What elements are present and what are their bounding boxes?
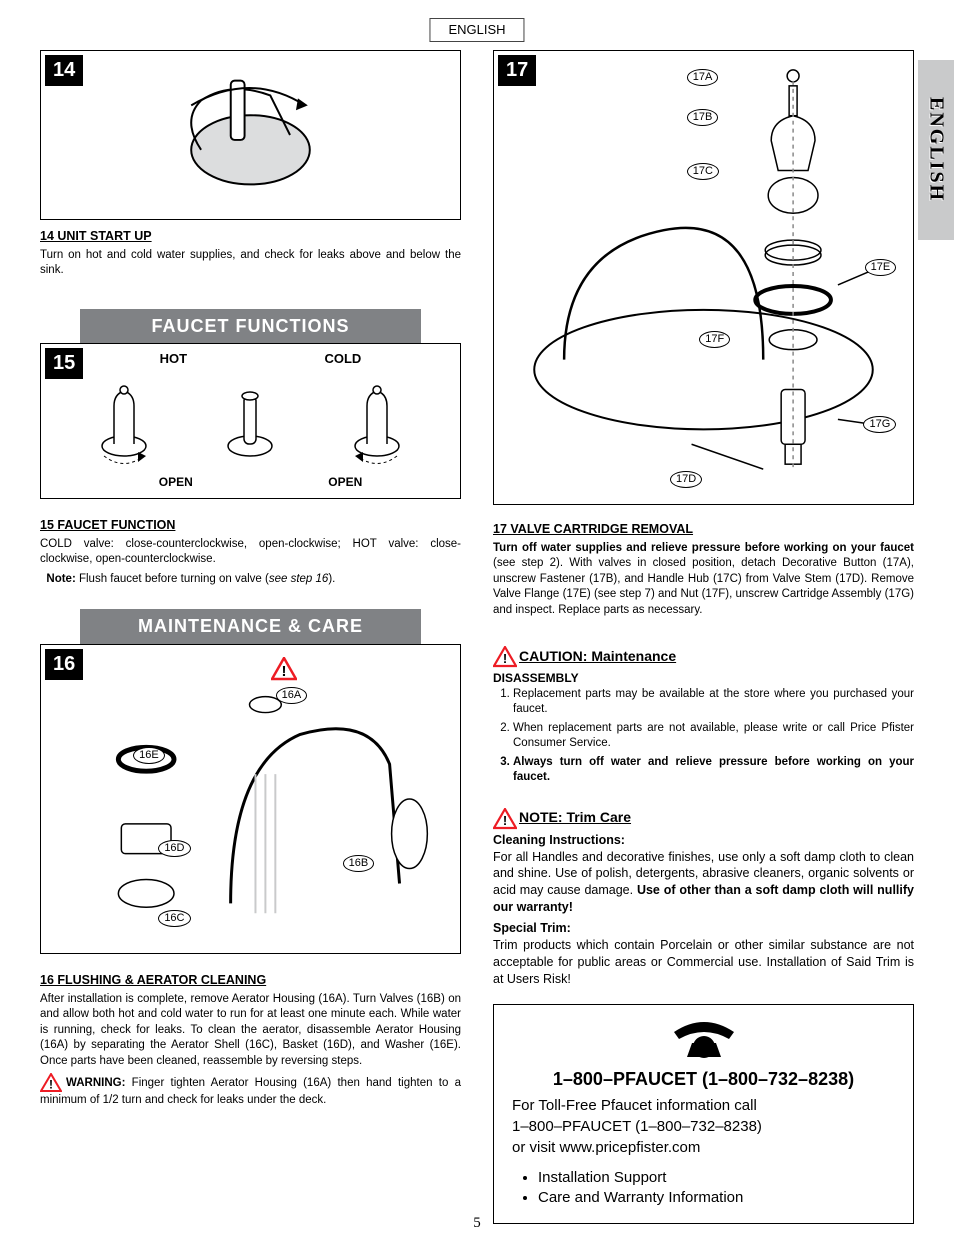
language-tab-side: ENGLISH — [918, 60, 954, 240]
step15-title: 15 FAUCET FUNCTION — [40, 517, 461, 534]
note-label: Note: — [46, 573, 75, 585]
step15-note: Note: Flush faucet before turning on val… — [40, 572, 461, 588]
callout-16B: 16B — [343, 855, 375, 872]
contact-bullet-2: Care and Warranty Information — [538, 1188, 895, 1208]
right-column: 17 — [493, 50, 914, 1224]
diagram-14-svg — [41, 51, 460, 219]
cold-handle-icon — [347, 376, 407, 466]
step-badge-14: 14 — [45, 55, 83, 86]
cleaning-heading: Cleaning Instructions: — [493, 832, 914, 849]
diagram-17: 17 — [493, 50, 914, 505]
callout-16A: 16A — [276, 687, 308, 704]
disassembly-item-1: Replacement parts may be available at th… — [513, 687, 914, 718]
callout-17B: 17B — [687, 109, 719, 126]
step-badge-15: 15 — [45, 348, 83, 379]
step-badge-17: 17 — [498, 55, 536, 86]
note-text-a: Flush faucet before turning on valve ( — [76, 573, 269, 585]
step17-title: 17 VALVE CARTRIDGE REMOVAL — [493, 521, 914, 538]
language-tab-side-label: ENGLISH — [923, 97, 950, 202]
contact-list: Installation Support Care and Warranty I… — [538, 1168, 895, 1209]
caution-heading: CAUTION: Maintenance — [519, 647, 676, 666]
diagram-16-svg — [41, 645, 460, 953]
label-open-right: OPEN — [328, 474, 362, 490]
phone-icon — [512, 1017, 895, 1063]
step17-bold: Turn off water supplies and relieve pres… — [493, 542, 914, 554]
trim-heading: NOTE: Trim Care — [519, 808, 631, 827]
caution-icon: ! — [493, 646, 515, 666]
callout-16C: 16C — [158, 910, 190, 927]
contact-body: For Toll-Free Pfaucet information call 1… — [512, 1095, 895, 1158]
step16-title: 16 FLUSHING & AERATOR CLEANING — [40, 972, 461, 989]
label-open-left: OPEN — [159, 474, 193, 490]
callout-17G: 17G — [863, 416, 896, 433]
step16-text: After installation is complete, remove A… — [40, 992, 461, 1070]
label-cold: COLD — [324, 350, 361, 368]
callout-17C: 17C — [687, 163, 719, 180]
center-spout-icon — [220, 376, 280, 466]
faucet-handles-row — [41, 368, 460, 474]
callout-17A: 17A — [687, 69, 719, 86]
contact-box: 1–800–PFAUCET (1–800–732–8238) For Toll-… — [493, 1004, 914, 1224]
diagram-16: 16 ! 16A 16B 16C 16D 16E — [40, 644, 461, 954]
note-ref: see step 16 — [269, 573, 328, 585]
warning-icon: ! — [40, 1073, 62, 1093]
phone-title: 1–800–PFAUCET (1–800–732–8238) — [512, 1067, 895, 1091]
page-number: 5 — [473, 1213, 481, 1233]
disassembly-list: Replacement parts may be available at th… — [513, 687, 914, 786]
svg-text:!: ! — [503, 813, 507, 828]
disassembly-item-2: When replacement parts are not available… — [513, 721, 914, 752]
step17-rest: (see step 2). With valves in closed posi… — [493, 557, 914, 616]
svg-text:!: ! — [49, 1078, 53, 1092]
step17-text: Turn off water supplies and relieve pres… — [493, 541, 914, 619]
callout-17E: 17E — [865, 259, 897, 276]
callout-16E: 16E — [133, 747, 165, 764]
trim-block: ! NOTE: Trim Care Cleaning Instructions:… — [493, 808, 914, 988]
contact-line3: or visit www.pricepfister.com — [512, 1137, 895, 1158]
hot-handle-icon — [94, 376, 154, 466]
svg-text:!: ! — [282, 663, 287, 680]
diagram-14: 14 — [40, 50, 461, 220]
step14-text: Turn on hot and cold water supplies, and… — [40, 248, 461, 279]
contact-line1: For Toll-Free Pfaucet information call — [512, 1095, 895, 1116]
label-hot: HOT — [160, 350, 187, 368]
callout-16D: 16D — [158, 840, 190, 857]
svg-text:!: ! — [503, 651, 507, 666]
special-trim-heading: Special Trim: — [493, 920, 914, 937]
step-badge-16: 16 — [45, 649, 83, 680]
callout-17D: 17D — [670, 471, 702, 488]
contact-bullet-1: Installation Support — [538, 1168, 895, 1188]
note-icon: ! — [493, 808, 515, 828]
step16-warning: ! WARNING: Finger tighten Aerator Housin… — [40, 1073, 461, 1109]
caution-block: ! CAUTION: Maintenance DISASSEMBLY Repla… — [493, 646, 914, 785]
special-trim-para: Trim products which contain Porcelain or… — [493, 937, 914, 988]
contact-line2: 1–800–PFAUCET (1–800–732–8238) — [512, 1116, 895, 1137]
cleaning-para: For all Handles and decorative finishes,… — [493, 849, 914, 917]
warning-icon-diagram16: ! — [271, 657, 297, 685]
warning-label: WARNING: — [66, 1077, 125, 1089]
banner-maintenance: MAINTENANCE & CARE — [40, 609, 461, 643]
left-column: 14 14 UNIT START UP Turn on hot and cold… — [40, 50, 461, 1224]
disassembly-item-3: Always turn off water and relieve pressu… — [513, 755, 914, 786]
step15-text: COLD valve: close-counterclockwise, open… — [40, 537, 461, 568]
diagram-15: 15 HOT COLD OPEN OPEN — [40, 343, 461, 499]
step14-title: 14 UNIT START UP — [40, 228, 461, 245]
disassembly-heading: DISASSEMBLY — [493, 670, 914, 686]
note-text-b: ). — [328, 573, 335, 585]
banner-faucet-functions: FAUCET FUNCTIONS — [40, 309, 461, 343]
language-tab-top: ENGLISH — [429, 18, 524, 42]
